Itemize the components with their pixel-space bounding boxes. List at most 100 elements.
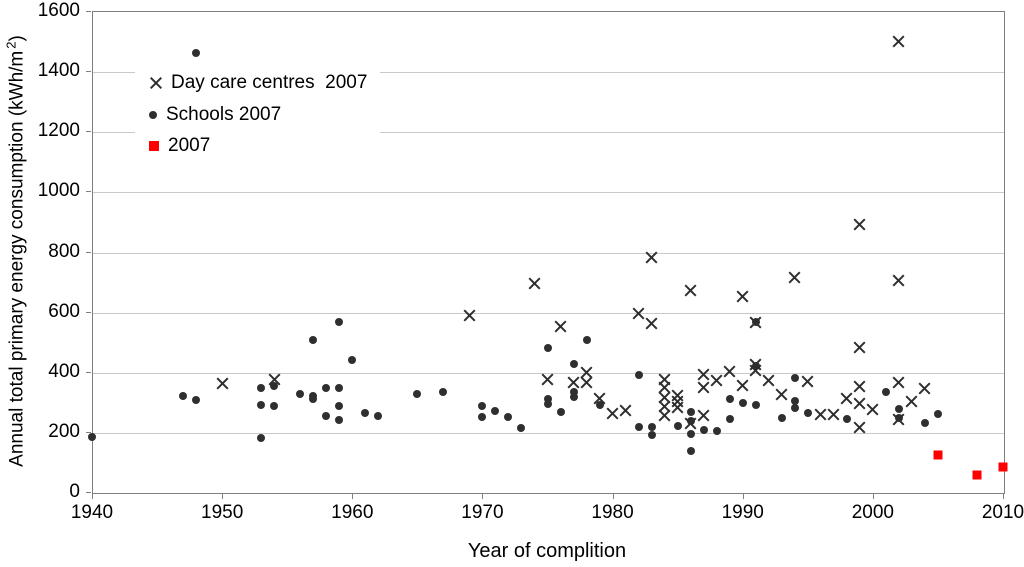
data-point-circle	[790, 404, 799, 413]
data-point-circle	[699, 426, 708, 435]
legend-label-2007: 2007	[168, 134, 211, 156]
x-axis-tick-label: 1950	[201, 502, 244, 523]
gridline	[93, 312, 1004, 314]
data-point-x	[463, 309, 476, 322]
data-point-circle	[257, 384, 266, 393]
data-point-x	[268, 373, 281, 386]
data-point-circle	[88, 432, 96, 441]
square-marker-icon	[149, 140, 159, 151]
x-axis-tick	[1003, 494, 1004, 499]
x-axis-tick	[872, 494, 874, 499]
data-point-x	[762, 374, 775, 387]
data-point-circle	[309, 395, 318, 404]
data-point-x	[580, 376, 593, 389]
x-axis-title: Year of complition	[467, 540, 627, 562]
y-axis-tick	[86, 191, 91, 193]
data-point-circle	[361, 408, 370, 417]
data-point-circle	[803, 408, 812, 417]
y-axis-tick-label: 1600	[37, 0, 80, 21]
data-point-x	[697, 381, 710, 394]
y-axis-tick	[86, 11, 91, 12]
data-point-circle	[257, 400, 266, 409]
data-point-circle	[569, 388, 578, 397]
x-axis-tick	[222, 494, 224, 499]
data-point-x	[749, 364, 762, 377]
x-axis-tick	[482, 494, 484, 499]
x-axis-tick	[612, 494, 614, 499]
y-axis-tick	[86, 431, 91, 433]
data-point-x	[853, 218, 866, 231]
x-axis-tick-label: 1990	[721, 502, 764, 523]
data-point-circle	[894, 405, 903, 414]
data-point-circle	[322, 411, 331, 420]
y-axis-tick	[86, 71, 91, 73]
y-axis-tick	[86, 311, 91, 313]
data-point-circle	[686, 429, 695, 438]
x-axis-tick-label: 1940	[70, 502, 114, 523]
data-point-circle	[881, 387, 890, 396]
data-point-x	[866, 403, 879, 416]
data-point-circle	[257, 433, 266, 442]
data-point-x	[814, 408, 827, 421]
data-point-x	[593, 392, 606, 405]
y-axis-tick-label: 400	[48, 360, 80, 382]
data-point-circle	[543, 394, 552, 403]
data-point-circle	[296, 389, 305, 398]
data-point-x	[892, 413, 905, 426]
data-point-x	[554, 320, 567, 333]
legend: Day care centres 2007 Schools 2007 2007	[135, 63, 380, 166]
data-point-x	[684, 417, 697, 430]
data-point-circle	[647, 430, 656, 439]
data-point-circle	[673, 421, 682, 430]
data-point-circle	[179, 392, 188, 401]
x-axis-tick-label: 1960	[331, 502, 374, 523]
x-axis-tick	[352, 494, 354, 499]
data-point-circle	[543, 343, 552, 352]
data-point-circle	[335, 318, 344, 327]
data-point-circle	[192, 49, 201, 58]
data-point-circle	[478, 401, 487, 410]
x-axis-tick-label: 2000	[851, 502, 894, 523]
data-point-circle	[933, 409, 942, 418]
data-point-x	[892, 35, 905, 48]
y-axis-tick-label: 1200	[37, 120, 80, 142]
data-point-x	[918, 382, 931, 395]
data-point-circle	[920, 418, 929, 427]
data-point-x	[736, 379, 749, 392]
y-axis-tick-label: 0	[69, 481, 80, 502]
y-axis-tick-label: 200	[48, 420, 80, 442]
data-point-circle	[790, 373, 799, 382]
data-point-circle	[686, 447, 695, 456]
legend-item-2007: 2007	[149, 135, 380, 157]
y-axis-tick	[86, 371, 91, 373]
data-point-x	[827, 408, 840, 421]
data-point-x	[567, 376, 580, 389]
data-point-x	[853, 380, 866, 393]
data-point-x	[697, 368, 710, 381]
data-point-circle	[582, 336, 591, 345]
data-point-x	[606, 407, 619, 420]
data-point-circle	[192, 396, 201, 405]
data-point-circle	[725, 414, 734, 423]
circle-marker-icon	[149, 110, 157, 119]
data-point-x	[840, 392, 853, 405]
y-axis-tick	[86, 251, 91, 253]
data-point-circle	[842, 414, 851, 423]
data-point-circle	[504, 412, 513, 421]
gridline	[93, 432, 1004, 434]
data-point-x	[710, 374, 723, 387]
data-point-x	[684, 284, 697, 297]
data-point-x	[671, 401, 684, 414]
data-point-circle	[738, 398, 747, 407]
data-point-x	[619, 404, 632, 417]
gridline	[93, 132, 1004, 134]
y-axis-tick-label: 800	[48, 240, 80, 262]
data-point-square	[972, 470, 982, 480]
data-point-circle	[751, 400, 760, 409]
data-point-square	[933, 450, 943, 460]
data-point-circle	[309, 336, 318, 345]
data-point-circle	[634, 422, 643, 431]
x-axis-tick	[92, 494, 93, 499]
gridline	[93, 72, 1004, 74]
